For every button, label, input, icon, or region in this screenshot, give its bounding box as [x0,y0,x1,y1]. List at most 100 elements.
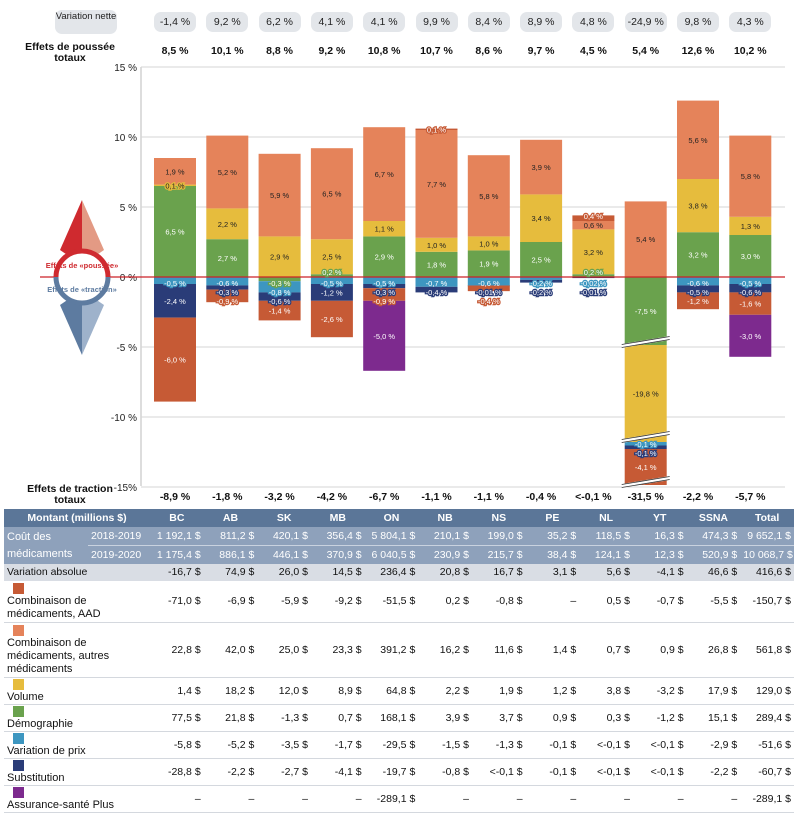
table-row: Combinaison de médicaments, autres médic… [4,622,794,678]
column-header: NS [471,509,526,527]
bar-segment-demo [467,250,510,277]
row-value: 1,4 $ [150,677,204,705]
data-label-subst: -0,6 % [739,288,761,297]
absolute-variation-value: 416,6 $ [740,564,794,581]
bar-nb [415,128,458,293]
row-value: -0,1 $ [525,731,580,759]
data-label-volume: 3,4 % [532,214,552,223]
absolute-variation-value: 16,7 $ [471,564,526,581]
row-value: -150,7 $ [740,581,794,623]
row-value: -5,5 $ [686,581,741,623]
data-label-daa: -1,6 % [739,300,761,309]
data-label-volume: 2,5 % [322,253,342,262]
bar-segment-daa [310,300,353,338]
pull-badge-text: Effets de «traction» [47,285,117,294]
bar-segment-volume [258,236,301,277]
row-value: -289,1 $ [364,785,419,813]
absolute-variation-value: 3,1 $ [525,564,580,581]
row-value: -51,5 $ [364,581,419,623]
data-label-subst: -0,5 % [687,288,709,297]
cost-value: 35,2 $ [525,527,580,546]
bar-segment-demo [624,277,667,345]
data-label-daa: -1,4 % [269,307,291,316]
table-row: Assurance-santé Plus – – – – -289,1 $ – – – – – – -2… [4,785,794,813]
cost-label: Coût des médicaments [4,527,88,564]
bar-segment-daa [467,285,510,292]
row-value: 129,0 $ [740,677,794,705]
data-label-demo: 2,5 % [532,256,552,265]
absolute-variation-value: -16,7 $ [150,564,204,581]
absolute-variation-value: 14,5 $ [310,564,365,581]
bar-segment-subst [258,292,301,301]
cost-value: 10 068,7 $ [740,545,794,564]
absolute-variation-value: 26,0 $ [257,564,311,581]
cost-value: 16,3 $ [632,527,687,546]
data-label-ohip: -3,0 % [739,332,761,341]
cost-value: 811,2 $ [203,527,258,546]
legend-swatch-icon [13,733,24,744]
row-label: Variation absolue [4,564,151,581]
pull-total-value: -5,7 % [735,491,766,503]
table-row: Démographie 77,5 $21,8 $ -1,3 $0,7 $168,1 … [4,704,794,732]
data-label-subst: -1,2 % [321,288,343,297]
data-label-other: 5,4 % [636,235,656,244]
cost-value: 215,7 $ [471,545,526,564]
push-total-value: 4,5 % [579,45,607,57]
bar-segment-volume [467,236,510,251]
bar-segment-price [520,277,563,280]
bar-segment-price [154,277,196,284]
data-label-price: -0,6 % [216,279,238,288]
data-label-subst: -0,6 % [269,297,291,306]
cost-value: 370,9 $ [310,545,365,564]
y-tick-label: -10 % [111,413,137,424]
absolute-variation-row: Variation absolue -16,7 $74,9 $26,0 $14,5… [4,564,794,581]
data-label-volume: 3,8 % [688,202,708,211]
row-label: Variation de prix [7,745,86,757]
axis-break-mark [621,336,671,348]
row-value: <-0,1 $ [632,731,687,759]
table-row: Variation de prix -5,8 $ -5,2 $ -3,5 $ -1,7 … [4,731,794,759]
net-variation-value: 4,1 % [363,12,406,32]
bar-segment-volume [363,221,406,237]
row-value: 0,9 $ [525,704,580,732]
pull-total-value: -8,9 % [159,491,191,503]
push-total-value: 10,8 % [367,45,401,57]
row-value: – [632,785,687,813]
data-label-volume: 1,0 % [427,241,447,250]
row-value: -0,1 $ [525,758,580,786]
net-variation-value: 4,3 % [729,12,772,32]
cost-value: 420,1 $ [257,527,311,546]
column-header: SK [257,509,311,527]
bar-segment-daa [572,215,615,221]
push-totals-label: Effets de poussée totaux [25,41,115,64]
bar-segment-daa [258,300,301,321]
bar-segment-other [520,139,563,195]
row-value: -289,1 $ [740,785,794,813]
cost-value: 9 652,1 $ [740,527,794,546]
row-value: 2,2 $ [418,677,472,705]
pull-total-value: -1,1 % [473,491,504,503]
bar-yt [621,201,671,488]
table-row: Combinaison de médicaments, AAD -71,0 $ -6… [4,581,794,623]
absolute-variation-value: 74,9 $ [203,564,258,581]
push-total-value: 9,2 % [318,45,346,57]
row-value: 17,9 $ [686,677,741,705]
bar-segment-ohip [363,300,406,371]
data-label-volume: 1,3 % [741,222,761,231]
bar-sk [258,153,301,321]
push-total-value: 10,1 % [210,45,244,57]
bar-segment-volume [154,184,196,186]
row-value: 42,0 $ [203,622,258,678]
absolute-variation-value: 236,4 $ [364,564,419,581]
row-value: – [418,785,472,813]
row-value: 168,1 $ [364,704,419,732]
bar-segment-volume [310,239,353,275]
bar-segment-price [415,277,458,287]
push-total-value: 9,7 % [527,45,555,57]
row-value: <-0,1 $ [579,758,633,786]
data-label-volume: 1,1 % [375,225,395,234]
cost-value: 230,9 $ [418,545,472,564]
net-variation-value: 9,2 % [206,12,249,32]
net-variation-value: 4,8 % [572,12,615,32]
data-label-daa: -0,4 % [478,297,500,306]
